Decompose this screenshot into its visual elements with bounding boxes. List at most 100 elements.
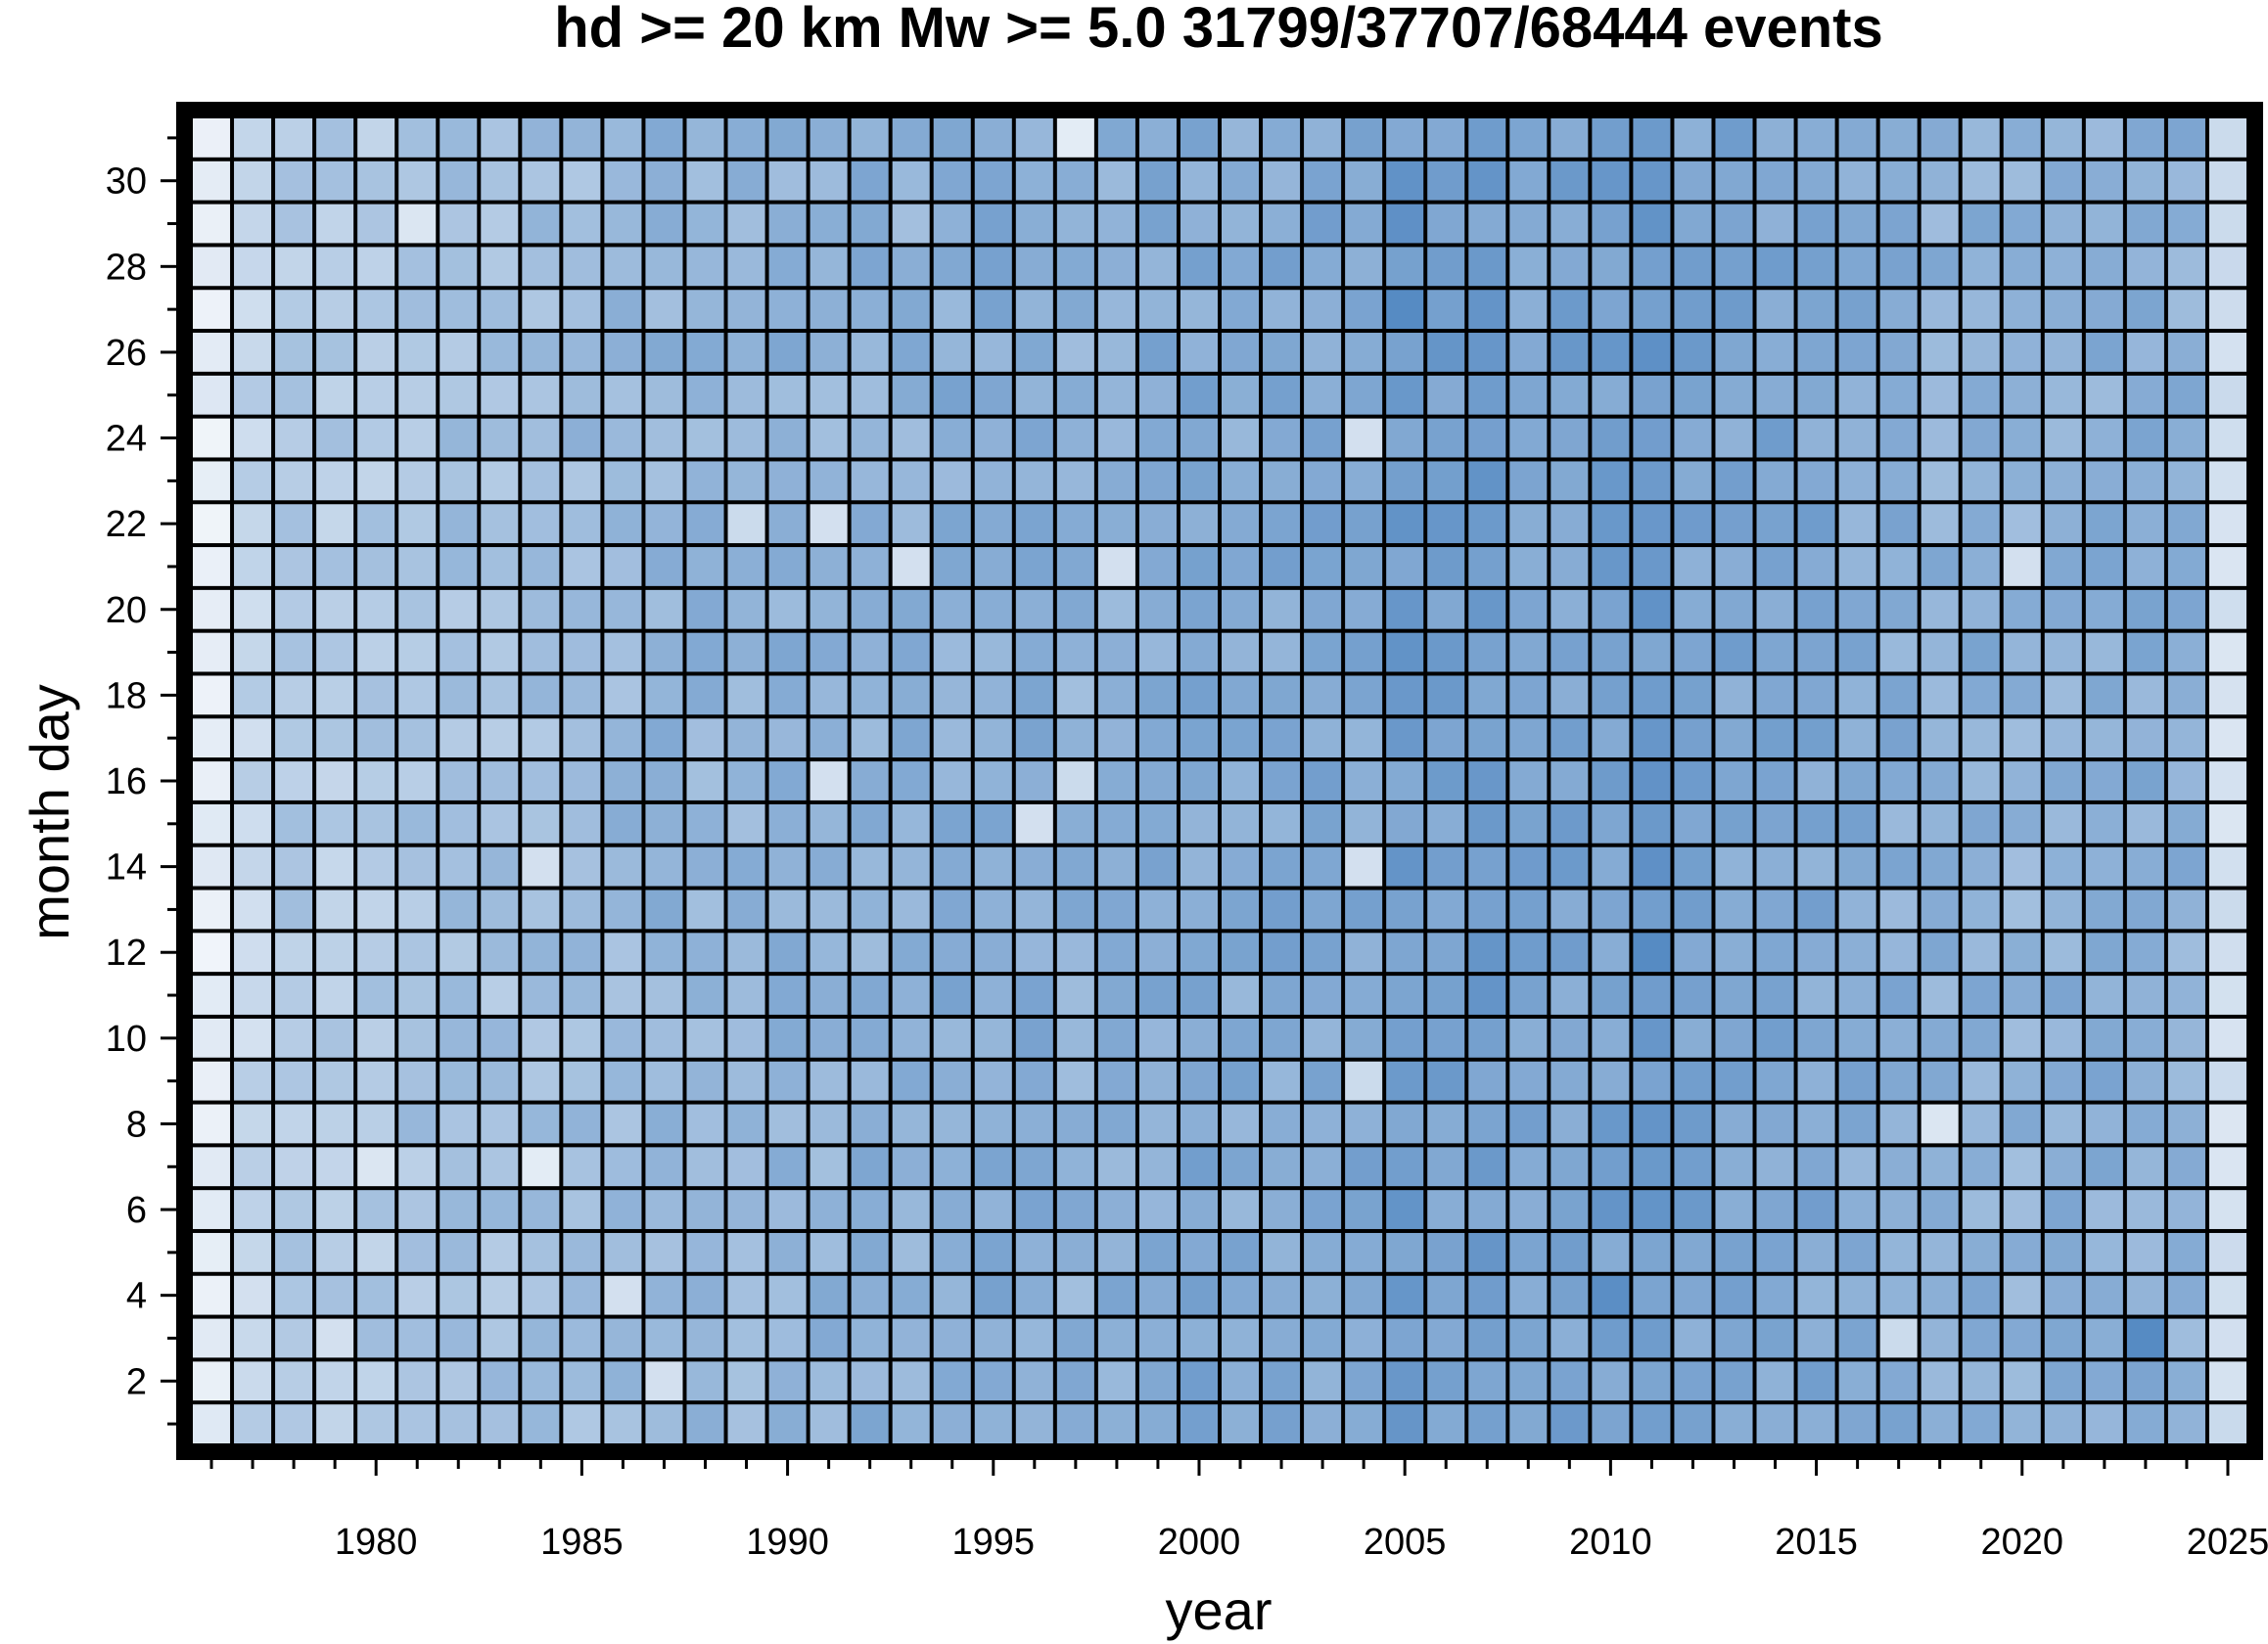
heatmap-cell <box>1715 118 1753 158</box>
heatmap-cell <box>851 632 889 672</box>
heatmap-cell <box>1962 718 2000 758</box>
heatmap-cell <box>2085 290 2123 330</box>
heatmap-cell <box>1756 1061 1794 1101</box>
heatmap-cell <box>1015 1147 1053 1187</box>
heatmap-cell <box>1263 247 1301 287</box>
heatmap-cell <box>1263 803 1301 844</box>
heatmap-cell <box>563 1018 601 1058</box>
heatmap-cell <box>1797 1190 1835 1229</box>
heatmap-cell <box>1962 1190 2000 1229</box>
heatmap-cell <box>1468 1190 1506 1229</box>
heatmap-cell <box>357 418 395 458</box>
heatmap-cell <box>1180 204 1218 244</box>
heatmap-cell <box>1304 1275 1342 1315</box>
heatmap-cell <box>1797 461 1835 501</box>
heatmap-cell <box>1838 290 1876 330</box>
heatmap-cell <box>193 333 231 372</box>
heatmap-cell <box>234 160 272 201</box>
heatmap-cell <box>1015 976 1053 1015</box>
heatmap-cell <box>440 803 478 844</box>
heatmap-cell <box>481 247 519 287</box>
heatmap-cell <box>604 1361 642 1401</box>
heatmap-cell <box>1345 1404 1383 1443</box>
heatmap-cell <box>275 1061 313 1101</box>
heatmap-cell <box>2126 1232 2164 1272</box>
heatmap-cell <box>1962 632 2000 672</box>
heatmap-cell <box>1097 1275 1135 1315</box>
heatmap-cell <box>933 1104 971 1144</box>
heatmap-cell <box>810 675 848 715</box>
heatmap-cell <box>2208 547 2246 586</box>
heatmap-cell <box>851 1318 889 1358</box>
heatmap-cell <box>727 1318 765 1358</box>
heatmap-cell <box>1715 1061 1753 1101</box>
heatmap-cell <box>1386 333 1424 372</box>
heatmap-cell <box>1715 1104 1753 1144</box>
heatmap-cell <box>1551 504 1589 544</box>
heatmap-cell <box>851 846 889 887</box>
heatmap-cell <box>2003 846 2041 887</box>
heatmap-cell <box>645 1147 683 1187</box>
heatmap-cell <box>234 803 272 844</box>
heatmap-cell <box>1097 1018 1135 1058</box>
heatmap-cell <box>1509 761 1548 800</box>
heatmap-cell <box>1427 1018 1465 1058</box>
heatmap-cell <box>1263 1318 1301 1358</box>
heatmap-cell <box>851 1361 889 1401</box>
heatmap-cell <box>686 761 724 800</box>
heatmap-cell <box>1263 1361 1301 1401</box>
heatmap-cell <box>440 761 478 800</box>
heatmap-cell <box>1633 632 1671 672</box>
heatmap-cell <box>1222 1018 1260 1058</box>
heatmap-cell <box>1633 976 1671 1015</box>
heatmap-cell <box>1674 1061 1712 1101</box>
heatmap-cell <box>727 333 765 372</box>
heatmap-cell <box>1921 461 1959 501</box>
heatmap-cell <box>1468 1275 1506 1315</box>
heatmap-cell <box>1633 846 1671 887</box>
heatmap-cell <box>1468 632 1506 672</box>
heatmap-cell <box>933 461 971 501</box>
heatmap-cell <box>974 632 1012 672</box>
heatmap-cell <box>563 675 601 715</box>
heatmap-cell <box>1468 1147 1506 1187</box>
heatmap-cell <box>974 846 1012 887</box>
heatmap-cell <box>2044 890 2082 930</box>
heatmap-cell <box>440 204 478 244</box>
heatmap-cell <box>727 547 765 586</box>
heatmap-cell <box>727 1361 765 1401</box>
heatmap-cell <box>234 375 272 415</box>
heatmap-cell <box>933 504 971 544</box>
heatmap-cell <box>440 846 478 887</box>
heatmap-cell <box>1756 589 1794 629</box>
heatmap-cell <box>1386 504 1424 544</box>
heatmap-cell <box>768 1275 807 1315</box>
heatmap-cell <box>2167 1018 2205 1058</box>
heatmap-cell <box>275 1018 313 1058</box>
heatmap-cell <box>1551 1104 1589 1144</box>
heatmap-cell <box>2208 761 2246 800</box>
heatmap-cell <box>1756 547 1794 586</box>
heatmap-cell <box>1838 1275 1876 1315</box>
heatmap-cell <box>275 247 313 287</box>
heatmap-cell <box>892 675 930 715</box>
heatmap-cell <box>1056 1190 1094 1229</box>
heatmap-cell <box>974 1061 1012 1101</box>
heatmap-cell <box>2085 504 2123 544</box>
heatmap-cell <box>1756 375 1794 415</box>
heatmap-cell <box>1222 1104 1260 1144</box>
heatmap-cell <box>686 118 724 158</box>
heatmap-cell <box>645 761 683 800</box>
heatmap-cell <box>357 1190 395 1229</box>
heatmap-cell <box>2044 1018 2082 1058</box>
heatmap-cell <box>2208 803 2246 844</box>
heatmap-cell <box>440 890 478 930</box>
heatmap-cell <box>1345 1018 1383 1058</box>
heatmap-cell <box>1386 1147 1424 1187</box>
heatmap-cell <box>1838 160 1876 201</box>
heatmap-cell <box>1304 461 1342 501</box>
heatmap-cell <box>1674 333 1712 372</box>
heatmap-cell <box>1015 890 1053 930</box>
heatmap-cell <box>1056 1404 1094 1443</box>
heatmap-cell <box>1180 1104 1218 1144</box>
